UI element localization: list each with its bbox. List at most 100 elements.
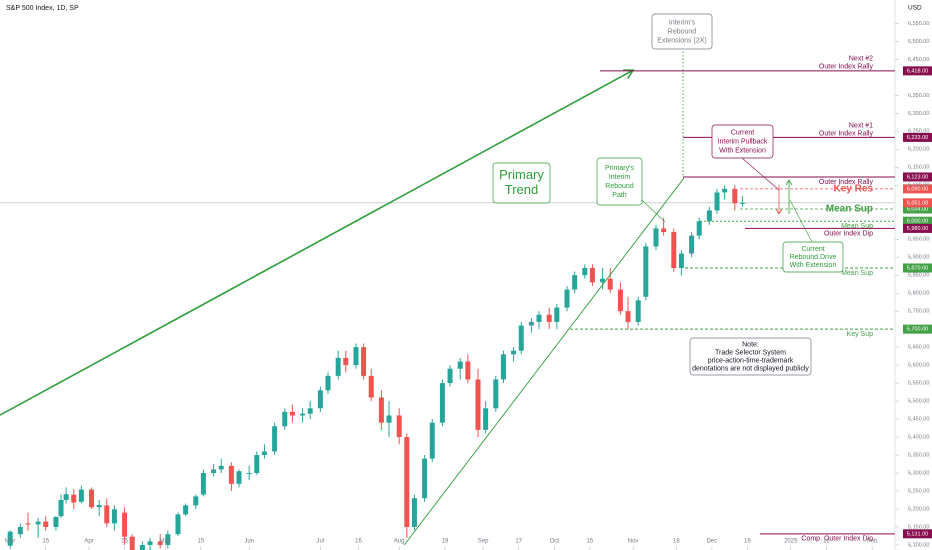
candle-body [17,526,23,535]
y-tick-label: 6,100.00 [908,183,929,189]
candle-body [518,325,524,351]
callout-box [689,337,812,376]
y-tick-label: 6,200.00 [908,147,929,153]
candle-body [661,228,667,233]
candle-body [678,253,684,268]
candle-body [343,357,349,366]
candle-body [35,521,41,525]
y-tick-label: 5,950.00 [908,237,929,243]
candle-body [111,509,117,524]
level-label: Mean Sup [841,270,873,277]
x-tick-label: Oct [550,539,560,545]
candle-body [53,516,59,527]
price-label: 5,131.00 [907,531,928,537]
candle-body [564,289,570,308]
level-label: Outer Index Rally [819,130,874,137]
candle-body [183,505,189,515]
x-tick-label: 16 [744,539,751,545]
last-price-box [903,198,932,208]
candle-body [246,473,252,475]
x-tick-label: 15 [42,539,49,545]
candle-body [104,505,110,524]
price-label: 6,034.00 [907,206,928,212]
level-label: Comp. Outer Index Dip [801,536,873,543]
price-label: 6,000.00 [907,219,928,225]
y-tick-label: 5,650.00 [908,345,929,351]
price-label-box [903,529,932,539]
y-tick-label: 5,850.00 [908,273,929,279]
candle-body [572,275,578,290]
x-tick-label: Apr [84,539,93,545]
candle-body [218,465,224,470]
y-tick-label: 5,350.00 [908,452,929,458]
x-tick-label: Mar [5,539,15,545]
candle-body [739,202,745,204]
x-tick-label: 17 [515,539,522,545]
callout-text: Path [612,192,627,199]
callout-text: Rebound Drive [790,254,837,261]
candle-body [261,451,267,456]
candle-body [457,361,463,369]
y-tick-label: 5,500.00 [908,399,929,405]
candle-body [129,536,135,550]
x-tick-label: Aug [394,539,405,545]
candle-body [236,471,242,484]
candle-body [732,188,738,204]
candle-body [43,521,49,527]
candle-body [254,455,260,474]
callout-box [711,124,774,159]
callout-text: Primary's [605,165,634,172]
y-tick-label: 6,550.00 [908,21,929,27]
candle-body [465,361,471,380]
candle-body [71,494,77,503]
candle-body [272,426,278,452]
candle-body [96,505,102,508]
pullback-arrow-head [775,208,783,215]
x-tick-label: Jun [244,539,254,545]
callout-text: Current [801,246,824,253]
level-label: Outer Index Rally [819,179,874,186]
level-label: Key Res [834,183,874,194]
y-tick-label: 6,450.00 [908,57,929,63]
callout-text: denotations are not displayed publicly [692,365,809,372]
candle-body [139,544,145,550]
y-tick-label: 6,250.00 [908,129,929,135]
price-label-box [903,172,932,182]
x-tick-label: Jul [317,539,325,545]
price-label-box [903,132,932,142]
level-label: Key Sup [847,331,874,338]
level-label: Next #2 [849,56,873,63]
candle-body [396,415,402,438]
candle-body [536,314,542,322]
candle-body [696,221,702,236]
y-tick-label: 5,100.00 [908,542,929,548]
x-tick-label: 2025 [784,539,798,545]
primary-trend-line [0,69,634,416]
x-tick-label: 15 [121,539,128,545]
callout-text: Extensions (2X) [657,37,706,44]
x-tick-label: 15 [587,539,594,545]
y-tick-label: 5,250.00 [908,488,929,494]
level-label: Outer Index Rally [819,64,874,71]
candle-body [643,246,649,297]
price-label-box [903,204,932,214]
candle-body [546,314,552,322]
currency: USD [908,5,922,12]
candle-body [600,278,606,283]
callout-text: Interim Pullback [718,138,768,145]
candle-body [511,350,517,355]
y-tick-label: 5,800.00 [908,291,929,297]
price-label: 5,980.00 [907,226,928,232]
callout-box [651,13,713,50]
candle-body [63,494,69,500]
price-label-box [903,223,932,233]
last-price-label: 6,051.08 [907,200,928,206]
candle-body [422,458,428,499]
callout-text: Note: [742,341,759,348]
callout-box [782,241,844,273]
candle-body [300,413,306,416]
x-tick-label: Nov [628,539,639,545]
candle-body [122,512,128,537]
y-tick-label: 6,150.00 [908,165,929,171]
